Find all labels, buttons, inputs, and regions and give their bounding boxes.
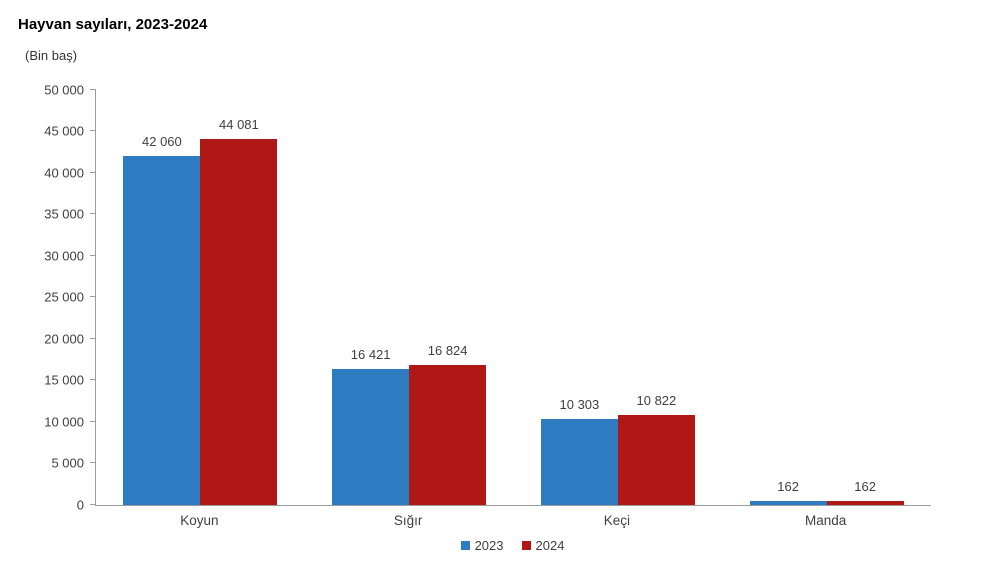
y-axis-tick-label: 5 000	[51, 455, 84, 471]
x-axis-label-keçi: Keçi	[603, 513, 630, 528]
bar-value-label: 162	[777, 479, 799, 494]
bar-value-label: 16 421	[350, 347, 391, 362]
bar-group-sığır: 16 421 16 824	[305, 90, 514, 505]
bar-sığır-2023	[332, 369, 410, 505]
bar-group-keçi: 10 303 10 822	[514, 90, 723, 505]
y-axis-tick-label: 40 000	[44, 165, 84, 181]
y-axis-tick-label: 30 000	[44, 248, 84, 264]
y-axis-tick-mark	[90, 421, 96, 422]
y-axis-tick-label: 35 000	[44, 206, 84, 222]
bar-value-label: 16 824	[427, 343, 468, 358]
legend-item-2024: 2024	[521, 538, 565, 553]
y-axis-tick-mark	[90, 379, 96, 380]
y-axis-tick-mark	[90, 130, 96, 131]
bar-value-label: 10 303	[559, 397, 600, 412]
legend-label: 2024	[535, 538, 565, 553]
bar-manda-2023	[749, 501, 827, 505]
legend-item-2023: 2023	[460, 538, 504, 553]
bar-koyun-2024	[200, 139, 278, 505]
bar-manda-2024	[826, 501, 904, 505]
bar-column-2023: 16 421	[332, 90, 410, 505]
y-axis-tick-label: 25 000	[44, 289, 84, 305]
bar-koyun-2023	[123, 156, 201, 505]
legend-swatch-icon	[521, 541, 531, 550]
y-axis-tick-mark	[90, 504, 96, 505]
chart-unit-label: (Bin baş)	[25, 48, 78, 63]
bar-value-label: 162	[854, 479, 876, 494]
bar-value-label: 42 060	[141, 134, 182, 149]
bar-column-2024: 10 822	[617, 90, 695, 505]
bar-column-2023: 162	[749, 90, 827, 505]
y-axis-tick-label: 50 000	[44, 82, 84, 98]
bar-column-2024: 44 081	[200, 90, 278, 505]
bar-column-2024: 16 824	[409, 90, 487, 505]
x-axis-category-labels: Koyun Sığır Keçi Manda	[95, 513, 930, 528]
y-axis-tick-mark	[90, 462, 96, 463]
legend-label: 2023	[474, 538, 504, 553]
bar-column-2024: 162	[826, 90, 904, 505]
bar-keçi-2024	[617, 415, 695, 505]
y-axis-tick-mark	[90, 296, 96, 297]
legend: 2023 2024	[95, 538, 930, 553]
y-axis-tick-label: 45 000	[44, 123, 84, 139]
y-axis-tick-label: 0	[76, 497, 84, 513]
bar-column-2023: 10 303	[540, 90, 618, 505]
x-axis-label-manda: Manda	[804, 513, 847, 528]
y-axis-tick-mark	[90, 89, 96, 90]
chart-title: Hayvan sayıları, 2023-2024	[18, 16, 208, 33]
plot-area: 0 5 000 10 000 15 000 20 000 25 000 30 000 35 0…	[44, 83, 931, 513]
bar-sığır-2024	[409, 365, 487, 505]
y-axis-tick-label: 10 000	[44, 414, 84, 430]
y-axis-tick-mark	[90, 255, 96, 256]
bar-value-label: 44 081	[218, 117, 259, 132]
bar-group-manda: 162 162	[722, 90, 931, 505]
bar-group-koyun: 42 060 44 081	[96, 90, 305, 505]
x-axis-label-koyun: Koyun	[180, 513, 219, 528]
bar-value-label: 10 822	[636, 393, 677, 408]
y-axis-tick-label: 20 000	[44, 331, 84, 347]
bar-column-2023: 42 060	[123, 90, 201, 505]
x-axis-label-sığır: Sığır	[393, 513, 423, 528]
legend-swatch-icon	[460, 541, 470, 550]
bar-keçi-2023	[540, 419, 618, 505]
y-axis-tick-label: 15 000	[44, 372, 84, 388]
y-axis-tick-mark	[90, 213, 96, 214]
y-axis-tick-mark	[90, 172, 96, 173]
y-axis-tick-mark	[90, 338, 96, 339]
